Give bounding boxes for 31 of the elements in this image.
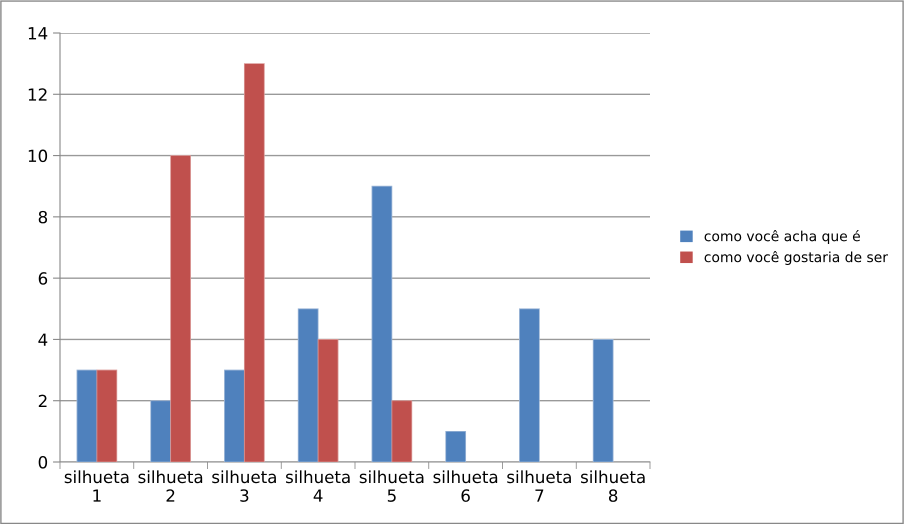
bar <box>244 63 265 462</box>
y-tick-label: 8 <box>38 210 48 224</box>
bar <box>318 339 338 462</box>
bar <box>150 400 172 462</box>
bar <box>445 430 466 462</box>
bar <box>96 370 118 462</box>
bar <box>391 400 412 462</box>
y-tick-label: 12 <box>28 88 47 101</box>
bar <box>592 339 614 462</box>
x-tick-label: silhueta 7 <box>507 470 571 502</box>
x-tick-label: silhueta 3 <box>212 470 276 502</box>
y-tick-label: 6 <box>38 272 48 285</box>
x-tick-label: silhueta 8 <box>580 470 645 502</box>
bar <box>224 370 245 462</box>
x-tick-label: silhueta 6 <box>433 470 498 502</box>
x-tick-label: silhueta 4 <box>286 470 350 502</box>
x-tick-label: silhueta 1 <box>64 470 128 502</box>
legend-label: como você gostaria de ser <box>704 250 888 265</box>
y-tick-label: 4 <box>38 334 48 346</box>
bar <box>519 308 540 462</box>
bar <box>170 155 191 462</box>
bar <box>298 308 319 462</box>
y-tick-label: 10 <box>28 150 48 162</box>
y-tick-label: 2 <box>38 394 47 408</box>
x-tick-label: silhueta 2 <box>138 470 202 502</box>
legend-label: como você acha que é <box>704 230 860 244</box>
bar <box>76 370 98 462</box>
x-tick-label: silhueta 5 <box>360 470 424 502</box>
y-tick-label: 0 <box>38 456 48 469</box>
y-tick-label: 14 <box>28 27 48 40</box>
bar <box>372 186 392 462</box>
